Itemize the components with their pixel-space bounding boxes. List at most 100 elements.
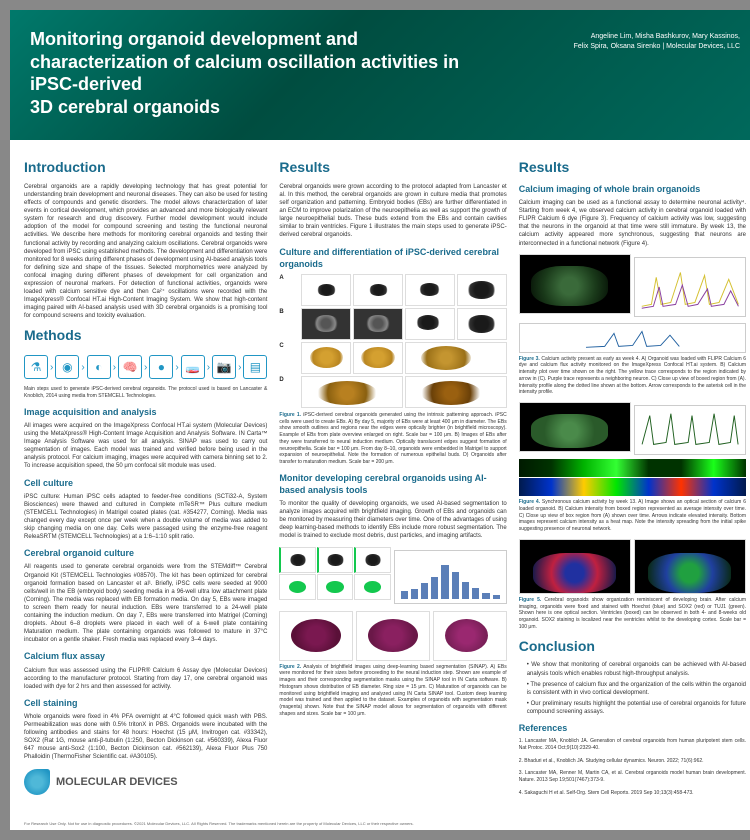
bar [441,565,448,598]
calcium-flux-title: Calcium flux assay [24,650,267,662]
column-1: Introduction Cerebral organoids are a ra… [24,152,267,803]
ref-2: 2. Bhaduri et al., Knoblich JA. Studying… [519,758,746,765]
workflow-step-6: 🧫 [181,355,205,379]
logo-text: MOLECULAR DEVICES [56,775,178,790]
fig2-label: Figure 2. [279,664,301,670]
content-columns: Introduction Cerebral organoids are a ra… [10,140,750,817]
methods-title: Methods [24,326,267,345]
bar [411,589,418,599]
logo-icon [24,769,50,795]
fig3-profile [519,323,746,353]
fig4-label: Figure 4. [519,499,540,505]
author-block: Angeline Lim, Misha Bashkurov, Mary Kass… [574,28,740,118]
fig2-cell [317,574,353,600]
monitor-ai-title: Monitor developing cerebral organoids us… [279,472,506,496]
poster-root: Monitoring organoid development and char… [10,10,750,830]
row-label-b: B [279,308,299,340]
fig1-cell [457,274,507,306]
company-logo: MOLECULAR DEVICES [24,769,267,795]
cell-staining-title: Cell staining [24,697,267,709]
fig3-label: Figure 3. [519,356,540,362]
figure-1-grid: A B C D [279,274,506,408]
title-line4: 3D cerebral organoids [30,96,459,119]
arrow-icon: › [81,361,84,375]
figure-1-caption: Figure 1. iPSC-derived cerebral organoid… [279,412,506,466]
workflow-step-2: ◉ [55,355,79,379]
histogram-bars [395,551,506,603]
fig1-cell [457,308,507,340]
heatmap-row-2 [519,478,746,496]
workflow-step-3: ◐ [87,355,111,379]
fig2-cell [354,547,390,573]
fig2-cell [279,574,315,600]
title-line3: iPSC-derived [30,73,459,96]
bar [472,588,479,599]
workflow-step-5: ● [149,355,173,379]
column-3: Results Calcium imaging of whole brain o… [519,152,746,803]
bar [401,591,408,599]
figure-2-caption: Figure 2. Analysis of brightfield images… [279,664,506,718]
histogram-chart [394,550,507,604]
arrow-icon: › [50,361,53,375]
fig1-cell [405,376,507,408]
column-2: Results Cerebral organoids were grown ac… [279,152,506,803]
organoid-culture-text: All reagents used to generate cerebral o… [24,563,267,644]
authors: Angeline Lim, Misha Bashkurov, Mary Kass… [574,32,740,42]
ref-3: 3. Lancaster MA, Renner M, Martin CA, et… [519,770,746,784]
cell-culture-text: iPSC culture: Human iPSC cells adapted t… [24,493,267,542]
culture-diff-title: Culture and differentiation of iPSC-deri… [279,246,506,270]
fig2-organoid [433,611,507,661]
title-block: Monitoring organoid development and char… [30,28,459,118]
figure-2-bottom [279,611,506,661]
footer-disclaimer: For Research Use Only. Not for use in di… [10,817,750,830]
affiliation: Felix Spira, Oksana Sirenko | Molecular … [574,42,740,52]
fig1-cell [301,308,351,340]
figure-2-top [279,547,506,607]
fig1-cell [405,342,507,374]
fig5-caption-text: Cerebral organoids show organization rem… [519,597,746,630]
fig4-trace-chart [634,405,746,455]
arrow-icon: › [238,361,241,375]
fig3-trace-chart [634,257,746,317]
conclusion-3: Our preliminary results highlight the po… [527,700,746,716]
figure-5-caption: Figure 5. Cerebral organoids show organi… [519,597,746,631]
bar [431,577,438,598]
introduction-text: Cerebral organoids are a rapidly develop… [24,183,267,321]
cell-culture-title: Cell culture [24,477,267,489]
image-acq-title: Image acquisition and analysis [24,406,267,418]
workflow-step-8: ▤ [243,355,267,379]
workflow-step-7: 📷 [212,355,236,379]
fig1-cell [353,274,403,306]
fig1-cell [405,308,455,340]
bar [493,595,500,599]
poster-header: Monitoring organoid development and char… [10,10,750,140]
fig1-cell [353,308,403,340]
row-label-c: C [279,342,299,374]
fig2-organoid [356,611,430,661]
results-intro-text: Cerebral organoids were grown according … [279,183,506,240]
arrow-icon: › [207,361,210,375]
ref-1: 1. Lancaster MA, Knoblich JA. Generation… [519,738,746,752]
fig4-image [519,402,631,452]
fig2-cell [354,574,390,600]
workflow-step-1: ⚗ [24,355,48,379]
arrow-icon: › [175,361,178,375]
fig3-caption-text: Calcium activity present as early as wee… [519,356,746,396]
bar [462,582,469,599]
figure-4-caption: Figure 4. Synchronous calcium activity b… [519,499,746,533]
fig1-cell [353,342,403,374]
fig5-image [519,539,631,594]
introduction-title: Introduction [24,158,267,177]
calcium-imaging-text: Calcium imaging can be used as a functio… [519,199,746,248]
calcium-imaging-title: Calcium imaging of whole brain organoids [519,183,746,195]
figure-1-panel: A B C D [279,274,506,408]
arrow-icon: › [144,361,147,375]
figure-3-panel [519,254,746,320]
fig2-organoid [279,611,353,661]
fig4-caption-text: Synchronous calcium activity by week 13.… [519,499,746,532]
methods-caption: Main steps used to generate iPSC-derived… [24,386,267,400]
title-line2: characterization of calcium oscillation … [30,51,459,74]
image-acq-text: All images were acquired on the ImageXpr… [24,422,267,471]
results-title-2: Results [519,158,746,177]
fig3-image [519,254,631,314]
